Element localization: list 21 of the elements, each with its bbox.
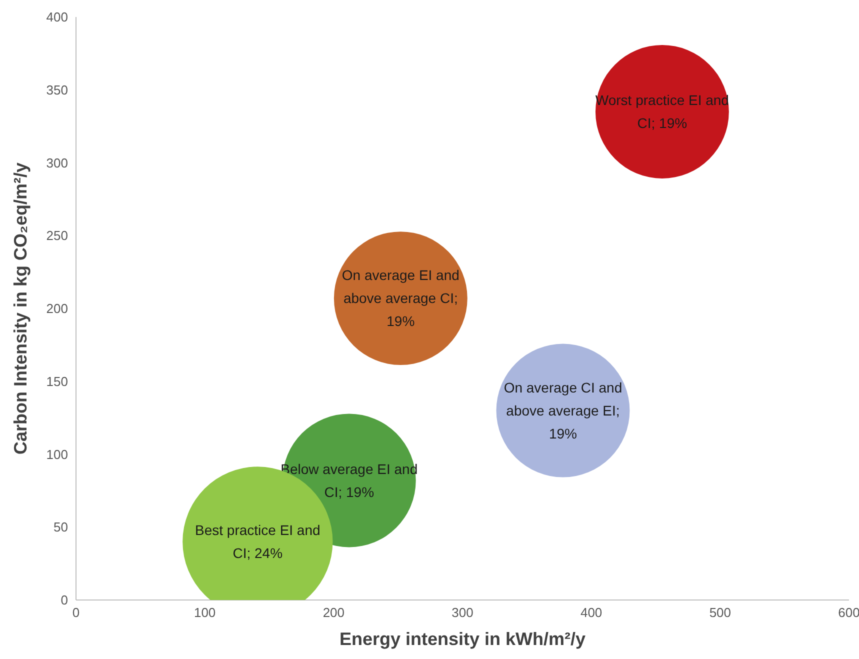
y-tick-label: 300 <box>46 155 68 170</box>
y-tick-label: 150 <box>46 374 68 389</box>
y-axis-title: Carbon Intensity in kg CO₂eq/m²/y <box>10 162 30 455</box>
y-tick-label: 200 <box>46 301 68 316</box>
y-tick-label: 0 <box>60 592 68 608</box>
x-tick-label: 0 <box>72 605 80 620</box>
y-tick-label: 250 <box>46 228 68 244</box>
y-tick-label: 400 <box>46 10 68 25</box>
series-label: Best practice EI and CI; 24% <box>195 522 320 562</box>
x-tick-label: 600 <box>838 605 859 620</box>
series-label: On average EI and above average CI; 19% <box>342 267 460 330</box>
x-tick-label: 500 <box>709 605 732 620</box>
y-tick-label: 100 <box>46 446 68 462</box>
y-tick-label: 350 <box>46 82 68 98</box>
series-label: On average CI and above average EI; 19% <box>504 379 622 442</box>
x-tick-label: 200 <box>322 605 345 620</box>
x-tick-label: 400 <box>580 605 602 620</box>
y-tick-label: 50 <box>54 520 68 535</box>
x-tick-label: 300 <box>452 605 474 620</box>
x-axis-title: Energy intensity in kWh/m²/y <box>339 629 586 649</box>
x-tick-label: 100 <box>194 605 216 620</box>
